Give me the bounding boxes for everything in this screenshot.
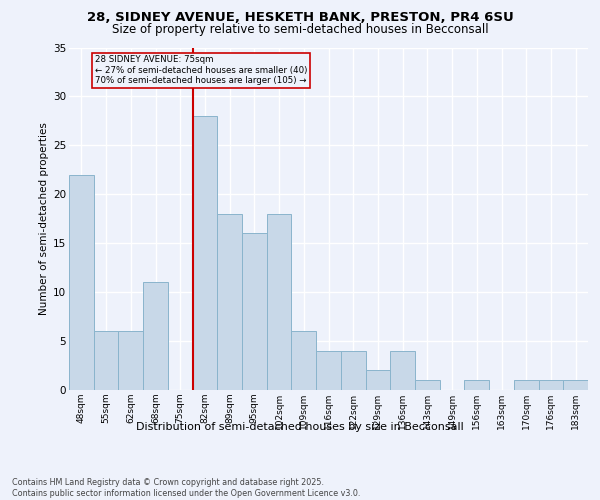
Bar [539, 380, 563, 390]
Bar [514, 380, 539, 390]
Bar [193, 116, 217, 390]
Bar [292, 332, 316, 390]
Bar [464, 380, 489, 390]
Bar [242, 234, 267, 390]
Bar [563, 380, 588, 390]
Y-axis label: Number of semi-detached properties: Number of semi-detached properties [39, 122, 49, 315]
Bar [143, 282, 168, 390]
Bar [415, 380, 440, 390]
Bar [118, 332, 143, 390]
Text: Size of property relative to semi-detached houses in Becconsall: Size of property relative to semi-detach… [112, 22, 488, 36]
Bar [341, 351, 365, 390]
Text: 28 SIDNEY AVENUE: 75sqm
← 27% of semi-detached houses are smaller (40)
70% of se: 28 SIDNEY AVENUE: 75sqm ← 27% of semi-de… [95, 56, 307, 85]
Text: Distribution of semi-detached houses by size in Becconsall: Distribution of semi-detached houses by … [136, 422, 464, 432]
Text: Contains HM Land Registry data © Crown copyright and database right 2025.
Contai: Contains HM Land Registry data © Crown c… [12, 478, 361, 498]
Bar [94, 332, 118, 390]
Bar [316, 351, 341, 390]
Bar [217, 214, 242, 390]
Bar [365, 370, 390, 390]
Text: 28, SIDNEY AVENUE, HESKETH BANK, PRESTON, PR4 6SU: 28, SIDNEY AVENUE, HESKETH BANK, PRESTON… [86, 11, 514, 24]
Bar [69, 174, 94, 390]
Bar [390, 351, 415, 390]
Bar [267, 214, 292, 390]
